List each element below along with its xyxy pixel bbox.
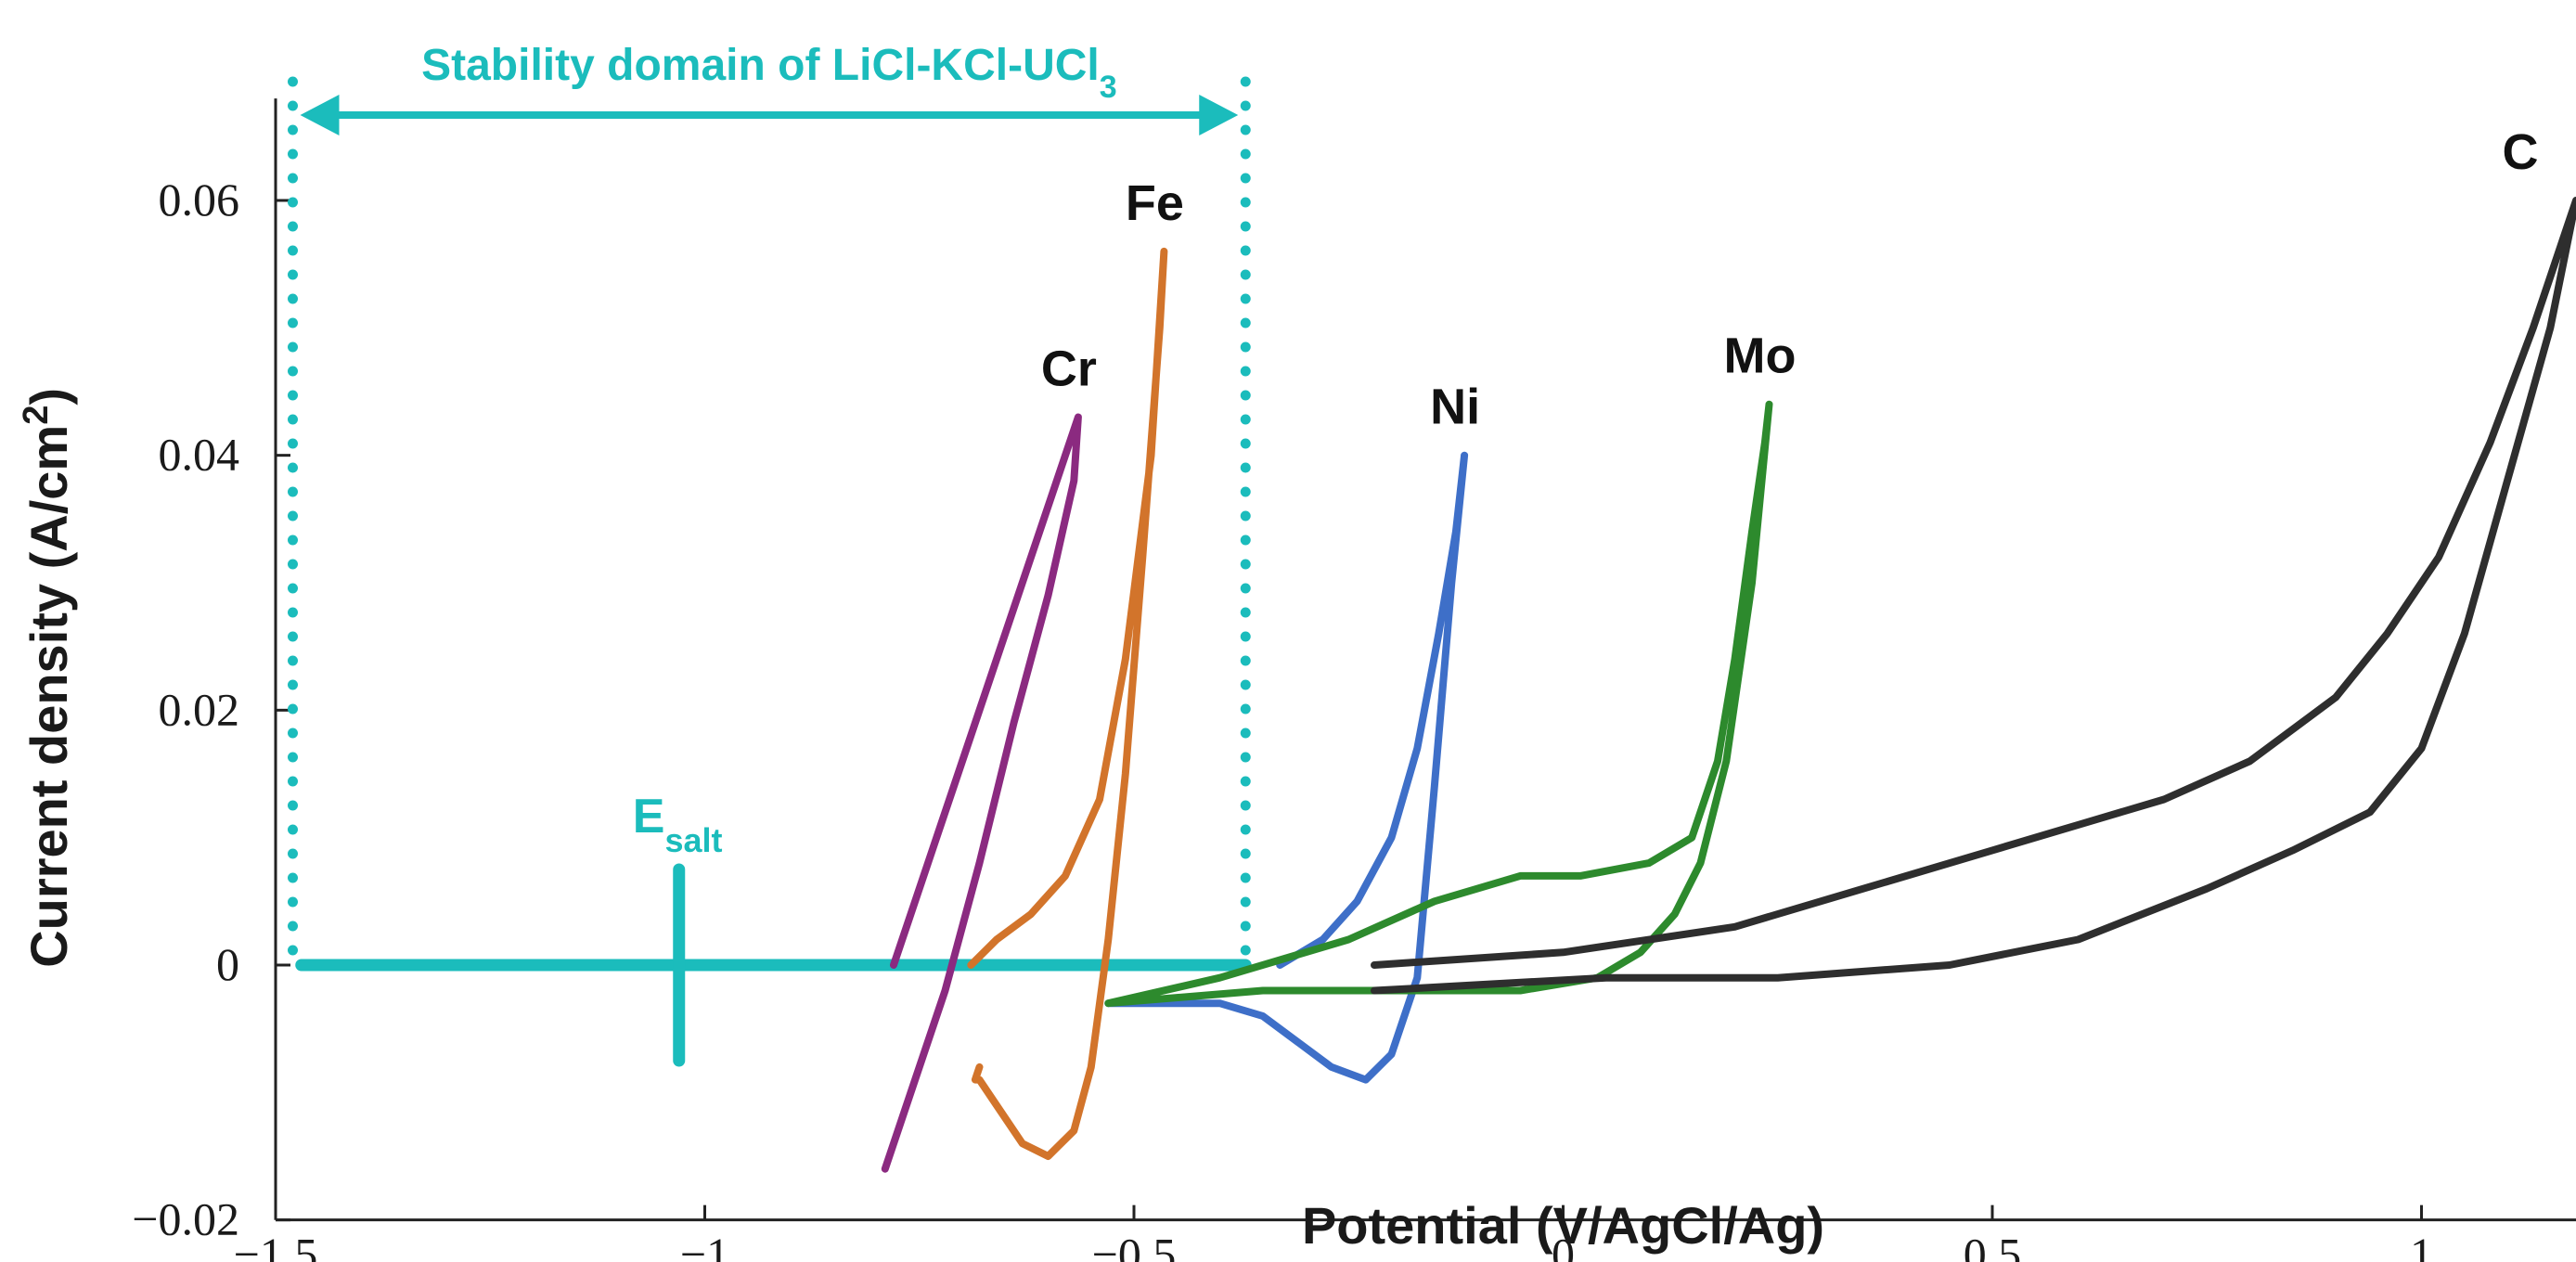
- x-tick-label: −0.5: [1092, 1229, 1177, 1262]
- series-label-fe: Fe: [1126, 175, 1184, 231]
- series-label-ni: Ni: [1430, 380, 1480, 435]
- y-ticks: −0.02 0 0.02 0.04 0.06: [132, 174, 290, 1245]
- series-label-cr: Cr: [1041, 341, 1097, 396]
- series-label-c: C: [2503, 124, 2539, 180]
- y-tick-label: 0: [216, 938, 239, 990]
- series-labels: Cr Fe Ni Mo C: [1041, 124, 2539, 435]
- series-label-mo: Mo: [1724, 328, 1797, 384]
- y-tick-label: 0.02: [159, 683, 240, 735]
- series-line-c: [1371, 197, 2576, 995]
- y-axis-title: Current density (A/cm2): [17, 388, 78, 968]
- stability-arrow-right-head: [1199, 95, 1239, 135]
- y-axis-title-text: Current density (A/cm: [19, 425, 78, 968]
- stability-arrow-left-head: [300, 95, 340, 135]
- x-tick-label: 0.5: [1964, 1229, 2022, 1262]
- y-axis-title-end: ): [19, 388, 78, 406]
- y-tick-label: −0.02: [132, 1193, 239, 1245]
- x-tick-label: −1: [680, 1229, 729, 1262]
- x-tick-label: −1.5: [234, 1229, 318, 1262]
- series-layer: [881, 197, 2576, 1173]
- x-axis-title: Potential (V/AgCl/Ag): [1302, 1196, 1824, 1255]
- y-tick-label: 0.04: [159, 429, 240, 481]
- x-tick-label: 1: [2410, 1229, 2433, 1262]
- series-line-cr: [881, 413, 1082, 1173]
- stability-domain-annotation: Stability domain of LiCl-KCl-UCl3: [288, 41, 1252, 972]
- e-salt-label: Esalt: [633, 790, 723, 859]
- y-tick-label: 0.06: [159, 174, 240, 225]
- e-salt-annotation: Esalt: [633, 790, 723, 1067]
- y-axis-title-sup: 2: [17, 406, 56, 425]
- x-ticks: −1.5−1−0.500.511.5: [234, 1204, 2433, 1262]
- x-tick-label: 0: [1552, 1229, 1575, 1262]
- stability-domain-label: Stability domain of LiCl-KCl-UCl3: [421, 41, 1117, 105]
- series-line-ni: [1104, 451, 1469, 1084]
- series-line-fe: [967, 247, 1168, 1160]
